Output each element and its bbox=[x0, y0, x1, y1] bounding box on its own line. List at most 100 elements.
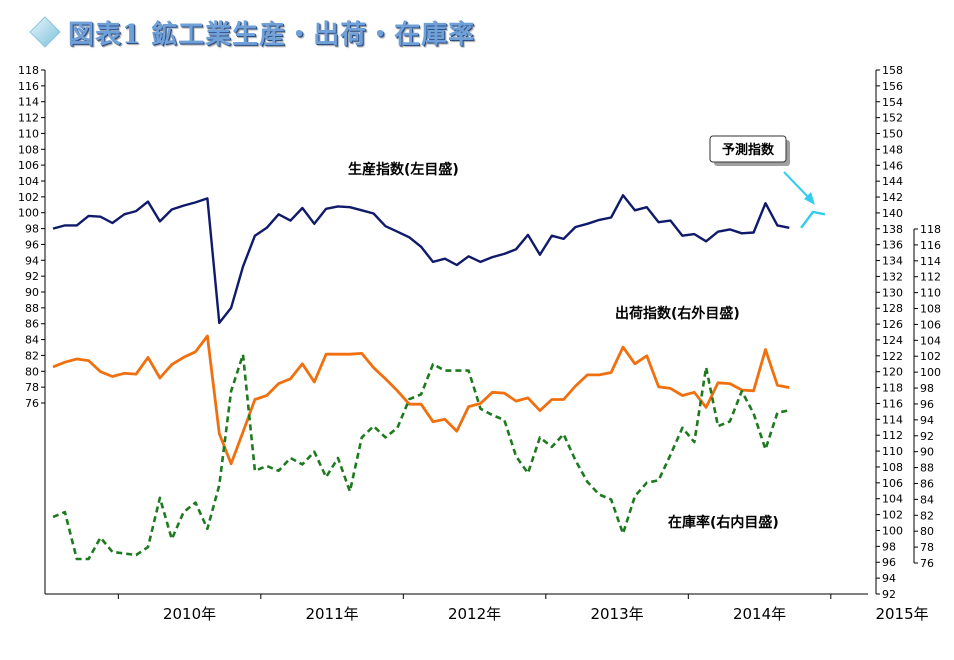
left-axis-tick-label: 116 bbox=[18, 80, 39, 93]
left-axis-tick-label: 90 bbox=[25, 286, 39, 299]
left-axis-tick-label: 108 bbox=[18, 143, 39, 156]
right-outer-axis-tick-label: 128 bbox=[882, 302, 903, 315]
left-axis-tick-label: 106 bbox=[18, 159, 39, 172]
right-outer-axis-tick-label: 144 bbox=[882, 175, 903, 188]
forecast-annotation: 予測指数 bbox=[709, 135, 815, 205]
right-outer-axis-tick-label: 158 bbox=[882, 64, 903, 77]
right-inner-axis-tick-label: 114 bbox=[920, 255, 941, 268]
series-line-forecast bbox=[800, 210, 826, 229]
right-outer-axis-tick-label: 112 bbox=[882, 429, 903, 442]
right-inner-axis-tick-label: 88 bbox=[920, 462, 934, 475]
left-axis-tick-label: 92 bbox=[25, 270, 39, 283]
right-outer-axis-tick-label: 134 bbox=[882, 255, 903, 268]
series-line-production bbox=[52, 194, 790, 325]
right-outer-axis-tick-label: 92 bbox=[882, 588, 896, 601]
left-axis-tick-label: 96 bbox=[25, 238, 39, 251]
right-inner-axis-tick-label: 78 bbox=[920, 541, 934, 554]
right-inner-axis-tick-label: 82 bbox=[920, 509, 934, 522]
right-outer-axis-tick-label: 152 bbox=[882, 112, 903, 125]
right-outer-axis-tick-label: 118 bbox=[882, 382, 903, 395]
left-axis-tick-label: 78 bbox=[25, 381, 39, 394]
left-axis-tick-label: 104 bbox=[18, 175, 39, 188]
x-axis-tick-label: 2014年 bbox=[733, 605, 786, 623]
left-axis-tick-label: 80 bbox=[25, 365, 39, 378]
series-line-shipments bbox=[52, 334, 790, 466]
right-inner-axis-tick-label: 86 bbox=[920, 477, 934, 490]
x-axis-tick-label: 2012年 bbox=[448, 605, 501, 623]
right-outer-axis-tick-label: 154 bbox=[882, 96, 903, 109]
right-inner-axis-tick-label: 76 bbox=[920, 557, 934, 570]
left-axis-tick-label: 76 bbox=[25, 397, 39, 410]
right-outer-axis-tick-label: 104 bbox=[882, 493, 903, 506]
series-label-shipments: 出荷指数(右外目盛) bbox=[615, 305, 740, 322]
left-axis-tick-label: 84 bbox=[25, 334, 39, 347]
right-inner-axis-tick-label: 112 bbox=[920, 271, 941, 284]
right-outer-axis-tick-label: 130 bbox=[882, 286, 903, 299]
left-axis-tick-label: 94 bbox=[25, 254, 39, 267]
annotation-box bbox=[709, 135, 787, 163]
right-outer-axis-tick-label: 126 bbox=[882, 318, 903, 331]
right-outer-axis-tick-label: 122 bbox=[882, 350, 903, 363]
right-outer-axis-tick-label: 102 bbox=[882, 509, 903, 522]
right-outer-axis-tick-label: 116 bbox=[882, 397, 903, 410]
right-outer-axis-tick-label: 98 bbox=[882, 540, 896, 553]
right-outer-axis-tick-label: 110 bbox=[882, 445, 903, 458]
chart-title-area: 図表1 鉱工業生産・出荷・在庫率 bbox=[28, 14, 475, 50]
series-label-inventory: 在庫率(右内目盛) bbox=[668, 514, 779, 531]
right-inner-axis-tick-label: 116 bbox=[920, 239, 941, 252]
right-inner-axis-tick-label: 108 bbox=[920, 303, 941, 316]
right-outer-axis-tick-label: 108 bbox=[882, 461, 903, 474]
right-outer-axis-tick-label: 114 bbox=[882, 413, 903, 426]
annotation-text: 予測指数 bbox=[722, 142, 775, 158]
right-outer-axis-tick-label: 146 bbox=[882, 159, 903, 172]
right-inner-axis-tick-label: 106 bbox=[920, 318, 941, 331]
annotation-arrowhead bbox=[804, 192, 815, 205]
x-axis-tick-label: 2015年 bbox=[875, 605, 928, 623]
right-inner-axis-tick-label: 98 bbox=[920, 382, 934, 395]
diamond-icon bbox=[29, 16, 61, 48]
right-inner-axis-tick-label: 100 bbox=[920, 366, 941, 379]
left-axis-tick-label: 110 bbox=[18, 127, 39, 140]
x-axis-tick-label: 2013年 bbox=[590, 605, 643, 623]
chart-title: 図表1 鉱工業生産・出荷・在庫率 bbox=[68, 19, 476, 50]
right-outer-axis-tick-label: 124 bbox=[882, 334, 903, 347]
right-outer-axis-tick-label: 156 bbox=[882, 80, 903, 93]
right-outer-axis-tick-label: 96 bbox=[882, 556, 896, 569]
right-outer-axis-tick-label: 100 bbox=[882, 524, 903, 537]
right-outer-axis-tick-label: 120 bbox=[882, 366, 903, 379]
left-axis-tick-label: 100 bbox=[18, 207, 39, 220]
left-axis-tick-label: 86 bbox=[25, 318, 39, 331]
right-inner-axis-tick-label: 110 bbox=[920, 287, 941, 300]
right-inner-axis-tick-label: 118 bbox=[920, 223, 941, 236]
right-outer-axis-tick-label: 132 bbox=[882, 270, 903, 283]
left-axis-tick-label: 98 bbox=[25, 223, 39, 236]
right-inner-axis-tick-label: 80 bbox=[920, 525, 934, 538]
right-inner-axis-tick-label: 90 bbox=[920, 446, 934, 459]
right-inner-axis-tick-label: 84 bbox=[920, 493, 934, 506]
right-outer-axis-tick-label: 148 bbox=[882, 143, 903, 156]
left-axis-tick-label: 114 bbox=[18, 96, 39, 109]
left-axis-tick-label: 102 bbox=[18, 191, 39, 204]
right-inner-axis-tick-label: 96 bbox=[920, 398, 934, 411]
left-axis-tick-label: 118 bbox=[18, 64, 39, 77]
annotation-arrow-line bbox=[783, 171, 811, 200]
right-inner-axis-tick-label: 92 bbox=[920, 430, 934, 443]
right-inner-axis-tick-label: 94 bbox=[920, 414, 934, 427]
left-axis-tick-label: 88 bbox=[25, 302, 39, 315]
right-outer-axis-tick-label: 140 bbox=[882, 207, 903, 220]
right-outer-axis-tick-label: 142 bbox=[882, 191, 903, 204]
x-axis-tick-label: 2010年 bbox=[163, 605, 216, 623]
series-line-inventory bbox=[52, 353, 790, 561]
left-axis-tick-label: 112 bbox=[18, 112, 39, 125]
right-outer-axis-tick-label: 150 bbox=[882, 128, 903, 141]
left-axis-tick-label: 82 bbox=[25, 349, 39, 362]
right-inner-axis-tick-label: 104 bbox=[920, 334, 941, 347]
right-outer-axis-tick-label: 138 bbox=[882, 223, 903, 236]
right-outer-axis-tick-label: 106 bbox=[882, 477, 903, 490]
right-inner-axis-tick-label: 102 bbox=[920, 350, 941, 363]
right-outer-axis-tick-label: 136 bbox=[882, 239, 903, 252]
series-label-production: 生産指数(左目盛) bbox=[348, 161, 459, 178]
x-axis-tick-label: 2011年 bbox=[305, 605, 358, 623]
right-outer-axis-tick-label: 94 bbox=[882, 572, 896, 585]
